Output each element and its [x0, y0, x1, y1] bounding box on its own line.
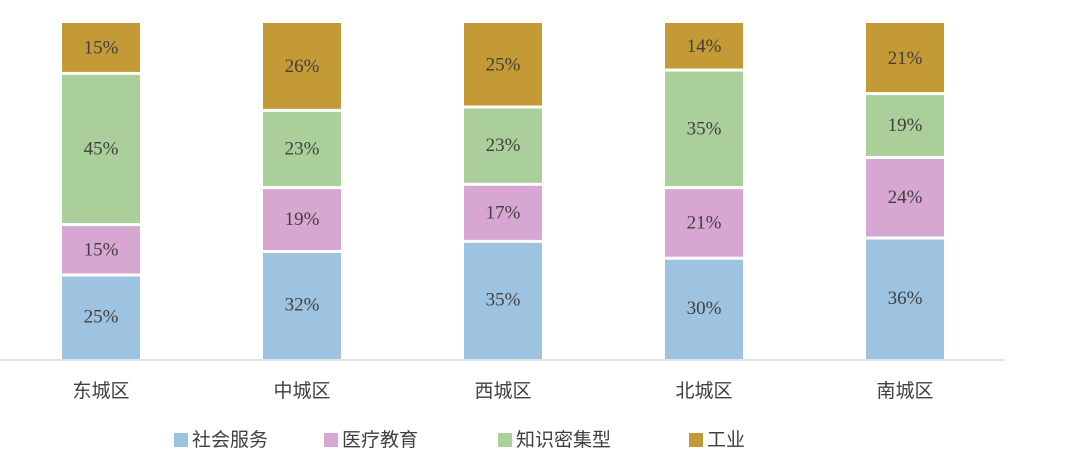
data-label: 26% [285, 56, 320, 77]
data-label: 25% [486, 55, 521, 76]
bar-segment [866, 23, 944, 93]
bar-segment [866, 95, 944, 156]
bar-segment [464, 108, 542, 183]
bar-segment [665, 23, 743, 69]
data-label: 36% [888, 288, 923, 309]
legend-item: 知识密集型 [498, 429, 611, 451]
category-tick-label: 西城区 [474, 380, 531, 402]
legend-swatch [174, 433, 188, 447]
bar-segment [464, 185, 542, 240]
segment-labels-group: 25% 15% 45% 15% 32% 19% 23% 26% 35% 17% 23% 25% 30% 2… [84, 36, 923, 327]
data-label: 35% [486, 290, 521, 311]
legend-swatch [324, 433, 338, 447]
data-label: 21% [687, 212, 722, 233]
bar-segment [62, 276, 140, 359]
data-label: 19% [888, 115, 923, 136]
legend-label: 工业 [707, 429, 745, 451]
data-label: 21% [888, 48, 923, 69]
data-label: 35% [687, 118, 722, 139]
data-label: 24% [888, 187, 923, 208]
legend-label: 社会服务 [192, 429, 268, 451]
category-tick-label: 中城区 [273, 380, 330, 402]
bar-segment [263, 252, 341, 359]
legend: 社会服务 医疗教育 知识密集型 工业 [174, 429, 745, 451]
category-tick-label: 北城区 [675, 380, 732, 402]
data-label: 45% [84, 139, 119, 160]
data-label: 15% [84, 239, 119, 260]
bar-segment [665, 259, 743, 359]
bar-segment [62, 23, 140, 72]
data-label: 17% [486, 202, 521, 223]
category-tick-label: 东城区 [72, 380, 129, 402]
bar-segment [263, 111, 341, 187]
bar-segment [464, 23, 542, 106]
bar-segment [866, 158, 944, 237]
legend-swatch [689, 433, 703, 447]
bar-segment [866, 239, 944, 359]
bar-segment [263, 189, 341, 250]
category-labels-group: 东城区 中城区 西城区 北城区 南城区 [72, 380, 933, 402]
bar-segment [62, 74, 140, 224]
data-label: 23% [486, 135, 521, 156]
bar-segment [464, 242, 542, 359]
data-label: 30% [687, 298, 722, 319]
data-label: 23% [285, 139, 320, 160]
data-label: 25% [84, 307, 119, 328]
data-label: 14% [687, 36, 722, 57]
data-label: 32% [285, 295, 320, 316]
data-label: 15% [84, 38, 119, 59]
bar-segment [665, 189, 743, 257]
legend-label: 医疗教育 [342, 429, 418, 451]
legend-item: 医疗教育 [324, 429, 418, 451]
legend-item: 工业 [689, 429, 745, 451]
bars-group [62, 23, 944, 359]
bar-segment [665, 71, 743, 187]
legend-label: 知识密集型 [516, 429, 611, 451]
legend-swatch [498, 433, 512, 447]
legend-item: 社会服务 [174, 429, 268, 451]
bar-segment [62, 226, 140, 274]
data-label: 19% [285, 209, 320, 230]
bar-segment [263, 23, 341, 109]
category-tick-label: 南城区 [876, 380, 933, 402]
